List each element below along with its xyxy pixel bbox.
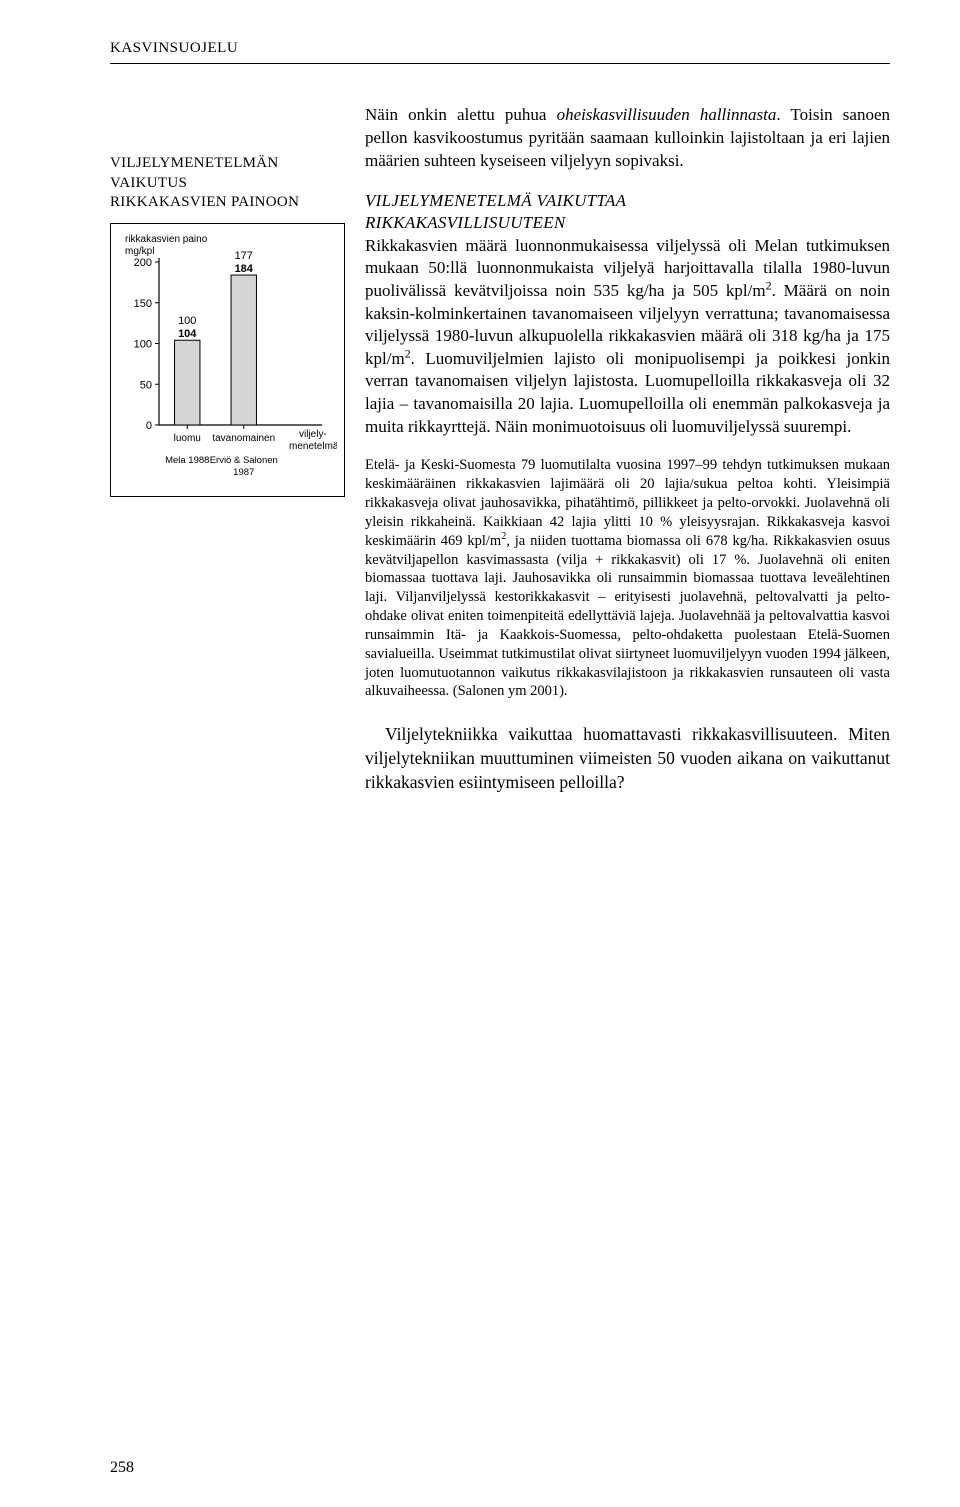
main-paragraph: Rikkakasvien määrä luonnonmukaisessa vil… [365, 235, 890, 438]
small-paragraph: Etelä- ja Keski-Suomesta 79 luomutilalta… [365, 456, 890, 701]
svg-text:Erviö & Salonen: Erviö & Salonen [210, 455, 278, 466]
svg-text:100: 100 [178, 315, 196, 327]
sidebar-heading-line2: RIKKAKASVIEN PAINOON [110, 194, 299, 210]
bar-chart: rikkakasvien painomg/kpl0501001502001001… [110, 223, 345, 497]
closing-paragraph: Viljelytekniikka vaikuttaa huomattavasti… [365, 723, 890, 794]
section-title-line2: RIKKAKASVILLISUUTEEN [365, 213, 890, 233]
svg-text:104: 104 [178, 328, 197, 340]
svg-text:1987: 1987 [233, 467, 254, 478]
svg-text:menetelmä: menetelmä [289, 441, 337, 452]
section-title-line1: VILJELYMENETELMÄ VAIKUTTAA [365, 191, 890, 211]
svg-text:mg/kpl: mg/kpl [125, 246, 154, 257]
closing-text: Viljelytekniikka vaikuttaa huomattavasti… [365, 723, 890, 794]
page-header: KASVINSUOJELU [110, 40, 890, 64]
svg-text:177: 177 [235, 250, 253, 262]
main-column: Näin onkin alettu puhua oheiskasvillisuu… [365, 104, 890, 794]
sidebar-heading: VILJELYMENETELMÄN VAIKUTUS RIKKAKASVIEN … [110, 154, 345, 213]
svg-text:200: 200 [134, 257, 152, 269]
svg-text:50: 50 [140, 379, 152, 391]
sidebar: VILJELYMENETELMÄN VAIKUTUS RIKKAKASVIEN … [110, 104, 345, 794]
svg-text:150: 150 [134, 297, 152, 309]
svg-text:Mela 1988: Mela 1988 [165, 455, 209, 466]
sidebar-heading-line1: VILJELYMENETELMÄN VAIKUTUS [110, 155, 279, 191]
svg-text:rikkakasvien paino: rikkakasvien paino [125, 234, 208, 245]
svg-text:184: 184 [235, 263, 254, 275]
intro-paragraph: Näin onkin alettu puhua oheiskasvillisuu… [365, 104, 890, 173]
page-number: 258 [110, 1459, 134, 1477]
svg-text:100: 100 [134, 338, 152, 350]
svg-text:0: 0 [146, 420, 152, 432]
svg-text:luomu: luomu [174, 433, 201, 444]
section-heading: VILJELYMENETELMÄ VAIKUTTAA RIKKAKASVILLI… [365, 191, 890, 233]
svg-text:tavanomainen: tavanomainen [212, 433, 275, 444]
svg-text:viljely-: viljely- [299, 429, 327, 440]
